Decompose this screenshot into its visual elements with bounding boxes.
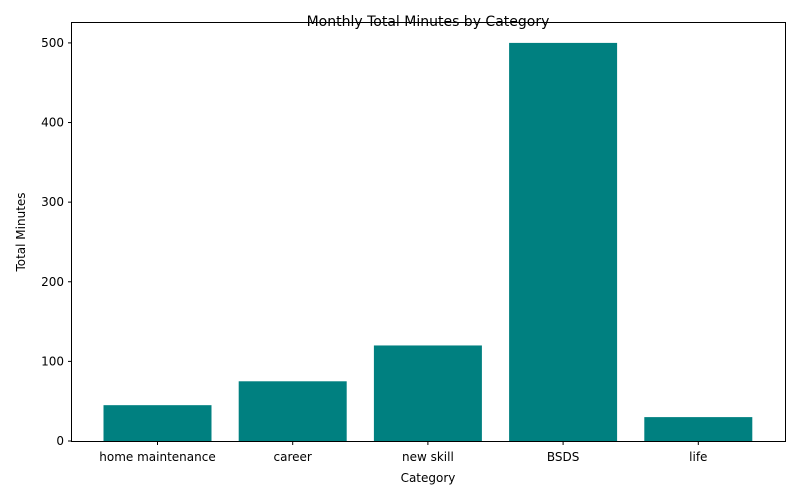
y-tick-label: 100 [41, 354, 64, 368]
y-tick-label: 300 [41, 195, 64, 209]
y-tick-label: 400 [41, 116, 64, 130]
x-axis-label: Category [401, 471, 456, 485]
y-tick-label: 200 [41, 275, 64, 289]
bar-life [644, 417, 753, 441]
plot-frame [71, 22, 786, 442]
bars-group [103, 42, 753, 442]
x-tick-label: new skill [402, 450, 454, 464]
y-tick-label: 0 [56, 434, 64, 448]
x-tick-label: life [689, 450, 707, 464]
y-axis-label: Total Minutes [14, 192, 28, 272]
x-tick-label: career [274, 450, 312, 464]
bar-career [238, 381, 347, 441]
y-tick-label: 500 [41, 36, 64, 50]
x-tick-label: home maintenance [99, 450, 215, 464]
y-axis-ticks: 0 100 200 300 400 500 [41, 36, 72, 448]
x-axis-ticks: home maintenance career new skill BSDS life [99, 441, 707, 464]
bar-bsds [509, 42, 618, 442]
x-tick-label: BSDS [547, 450, 580, 464]
bar-home-maintenance [103, 405, 212, 441]
bar-new-skill [373, 345, 482, 441]
